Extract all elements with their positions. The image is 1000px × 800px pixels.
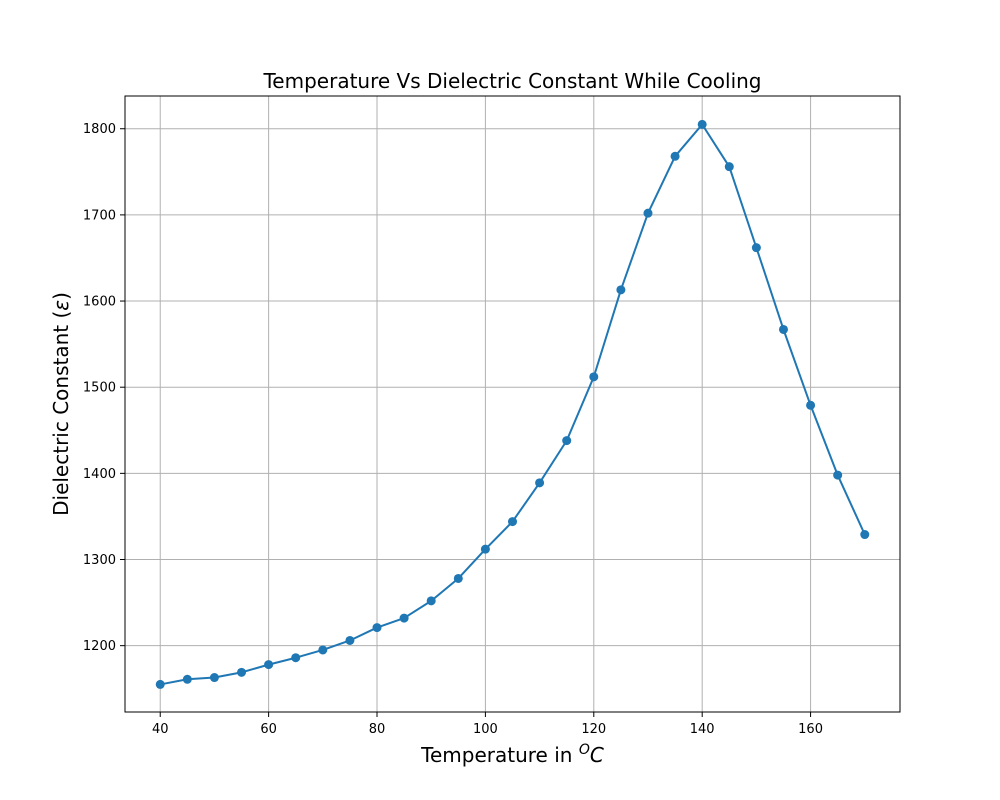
axis-ticks: 40 60 80 100 120 140 160 1200 1300 1400 1500 1600 17… [83,122,823,737]
data-point [806,400,816,410]
data-point [589,372,599,382]
series-line [160,123,866,686]
data-point [291,653,301,663]
plot-area-frame [124,95,901,713]
x-axis-label: Temperature in OC [420,742,604,767]
data-point [860,530,870,540]
data-point [562,436,572,446]
x-axis-label-text: Temperature in [420,743,579,767]
data-point [155,679,165,689]
data-point [535,478,545,488]
y-tick-label: 1500 [83,381,116,396]
data-point [182,674,192,684]
grid-lines [125,96,900,712]
y-tick-label: 1700 [83,208,116,223]
data-point [724,162,734,172]
data-point [264,660,274,670]
data-point [345,635,355,645]
x-axis-unit: C [590,743,604,767]
y-axis-label: Dielectric Constant (ε) [49,292,73,516]
data-point [643,208,653,218]
y-tick-label: 1200 [83,639,116,654]
data-point [833,470,843,480]
data-point [616,285,626,295]
chart-title: Temperature Vs Dielectric Constant While… [262,69,761,93]
y-tick-label: 1300 [83,553,116,568]
y-tick-label: 1400 [83,467,116,482]
series-layer [155,119,870,689]
y-tick-label: 1800 [83,122,116,137]
y-tick-label: 1600 [83,295,116,310]
x-axis-unit-superscript: O [579,742,590,758]
x-tick-label: 140 [690,722,715,737]
data-point [480,544,490,554]
x-tick-label: 40 [152,722,169,737]
y-axis-label-text: Dielectric Constant ( [49,311,73,516]
data-point [508,517,517,527]
data-point [209,673,219,683]
data-point [237,667,247,677]
y-axis-label-close: ) [49,292,73,300]
data-point [670,151,680,161]
data-point [697,119,707,129]
y-axis-label-symbol: ε [49,300,73,311]
data-point [453,573,463,583]
data-point [778,324,788,334]
x-tick-label: 60 [260,722,277,737]
data-point [426,596,436,606]
x-tick-label: 80 [369,722,386,737]
x-tick-label: 120 [581,722,606,737]
data-point [372,623,382,633]
x-tick-label: 160 [798,722,823,737]
data-point [751,243,761,253]
data-point [318,645,328,655]
data-point [399,613,409,623]
x-tick-label: 100 [473,722,498,737]
